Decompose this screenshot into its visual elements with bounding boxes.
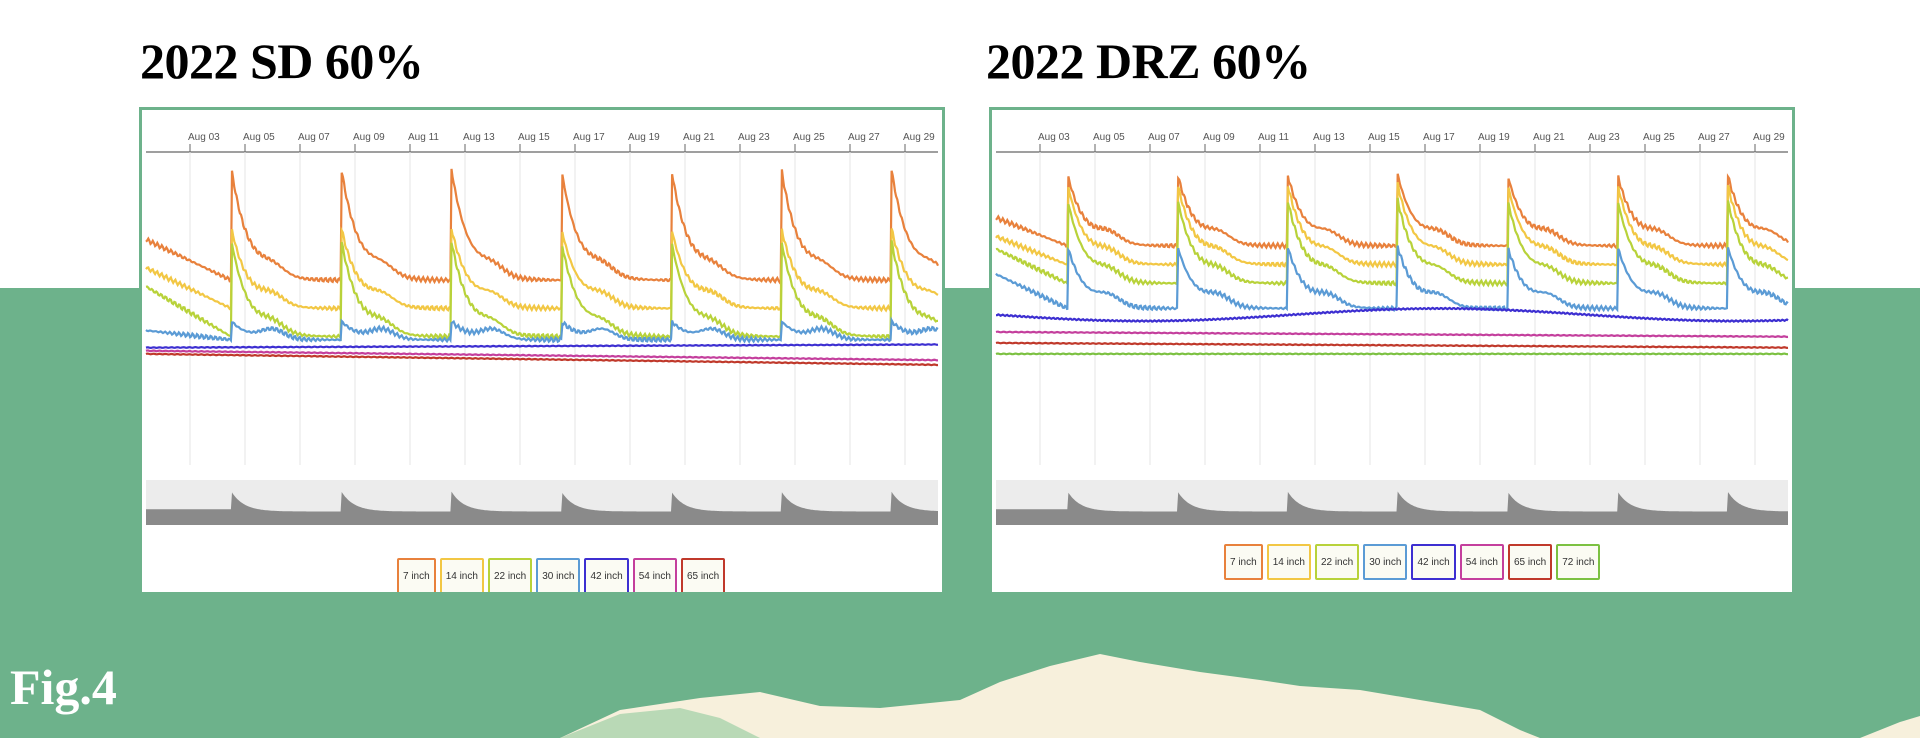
x-tick-label: Aug 11 [1258,132,1289,143]
legend-item[interactable]: 14 inch [439,558,484,592]
x-tick-label: Aug 07 [298,132,330,143]
series-line-72-inch [995,352,1789,356]
x-tick-label: Aug 21 [1533,132,1565,143]
legend-item[interactable]: 65 inch [1507,544,1553,580]
x-tick-label: Aug 13 [1313,132,1345,143]
legend-item[interactable]: 7 inch [397,558,436,592]
x-tick-label: Aug 13 [463,132,495,143]
overview-area [996,491,1788,525]
series-line-42-inch [145,343,939,350]
x-tick-label: Aug 25 [1643,132,1675,143]
x-tick-label: Aug 15 [518,132,550,143]
legend-item[interactable]: 72 inch [1556,544,1601,580]
legend-item[interactable]: 22 inch [1314,544,1360,580]
series-line-7-inch [995,173,1789,251]
chart-svg-sd: Aug 03 Aug 05 Aug 07 Aug 09 Aug 11 Aug 13 Aug … [145,132,939,525]
x-tick-label: Aug 19 [1478,132,1510,143]
series-line-65-inch [145,352,939,367]
series-line-54-inch [995,330,1789,339]
legend-item[interactable]: 42 inch [1411,544,1456,580]
series-line-54-inch [145,349,939,362]
legend-item[interactable]: 30 inch [536,558,581,592]
chart-panel-drz: Aug 03 Aug 05 Aug 07 Aug 09 Aug 11 Aug 13 Aug … [989,107,1795,592]
legend-item[interactable]: 7 inch [1224,544,1263,580]
x-tick-label: Aug 27 [1698,132,1730,143]
legend-item[interactable]: 22 inch [487,558,533,592]
x-tick-label: Aug 29 [1753,132,1785,143]
x-tick-label: Aug 03 [1038,132,1070,143]
x-tick-label: Aug 17 [573,132,605,143]
x-tick-label: Aug 25 [793,132,825,143]
series-line-14-inch [995,182,1789,271]
x-tick-label: Aug 05 [1093,132,1125,143]
hill-decoration [560,654,1920,738]
series-line-22-inch [145,240,938,342]
series-line-30-inch [145,316,939,344]
legend-item[interactable]: 42 inch [584,558,629,592]
x-tick-label: Aug 21 [683,132,715,143]
legend-drz: 7 inch 14 inch 22 inch 30 inch 42 inch 54 inc… [1224,544,1601,580]
series-line-65-inch [995,341,1789,350]
x-tick-label: Aug 19 [628,132,660,143]
series-line-14-inch [145,226,939,315]
legend-item[interactable]: 30 inch [1363,544,1408,580]
chart-title-sd: 2022 SD 60% [140,33,424,89]
x-tick-label: Aug 23 [738,132,770,143]
legend-sd: 7 inch 14 inch 22 inch 30 inch 42 inch 54 inc… [397,558,726,592]
x-tick-label: Aug 03 [188,132,220,143]
x-tick-label: Aug 29 [903,132,935,143]
x-tick-label: Aug 17 [1423,132,1455,143]
chart-title-drz: 2022 DRZ 60% [986,33,1311,89]
chart-svg-drz: Aug 03 Aug 05 Aug 07 Aug 09 Aug 11 Aug 13 Aug … [995,132,1789,525]
legend-item[interactable]: 14 inch [1266,544,1311,580]
legend-item[interactable]: 54 inch [632,558,677,592]
x-tick-label: Aug 11 [408,132,439,143]
x-tick-label: Aug 09 [1203,132,1235,143]
series-line-22-inch [995,197,1789,288]
x-tick-label: Aug 15 [1368,132,1400,143]
x-tick-label: Aug 09 [353,132,385,143]
overview-area [146,491,938,525]
chart-panel-sd: Aug 03 Aug 05 Aug 07 Aug 09 Aug 11 Aug 13 Aug … [139,107,945,592]
x-tick-label: Aug 05 [243,132,275,143]
x-tick-label: Aug 07 [1148,132,1180,143]
legend-item[interactable]: 54 inch [1459,544,1504,580]
series-line-42-inch [996,306,1789,323]
legend-item[interactable]: 65 inch [680,558,726,592]
series-line-30-inch [995,245,1789,313]
x-tick-label: Aug 23 [1588,132,1620,143]
figure-label: Fig.4 [10,659,117,715]
x-tick-label: Aug 27 [848,132,880,143]
series-line-7-inch [145,168,939,285]
